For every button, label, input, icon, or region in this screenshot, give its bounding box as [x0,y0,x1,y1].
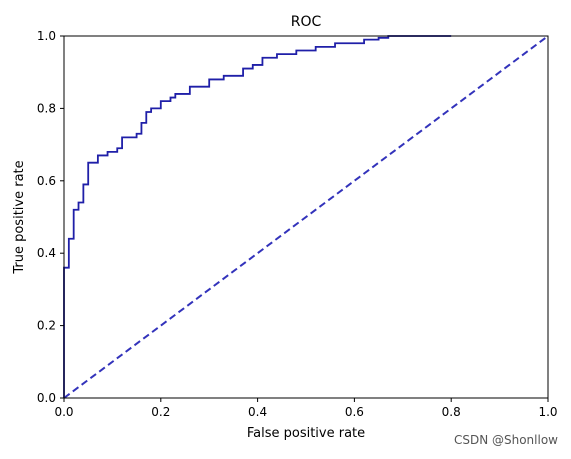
chart-title: ROC [291,14,322,30]
watermark: CSDN @Shonllow [453,433,558,447]
plot-frame [63,35,549,399]
x-tick-label: 0.0 [54,405,73,419]
y-tick-label: 0.2 [37,319,56,333]
x-tick-label: 1.0 [538,405,557,419]
x-axis-ticks: 0.0 0.2 0.4 0.6 0.8 1.0 [54,398,558,419]
x-tick-label: 0.2 [151,405,170,419]
roc-curve-line [63,35,452,398]
y-tick-label: 0.6 [37,174,56,188]
y-tick-label: 1.0 [37,29,56,43]
y-tick-label: 0.4 [37,246,56,260]
y-tick-label: 0.0 [37,391,56,405]
y-axis-label: True positive rate [12,160,27,274]
diagonal-reference-line [63,35,549,399]
x-tick-label: 0.6 [345,405,364,419]
y-tick-label: 0.8 [37,101,56,115]
plot-lines [63,35,549,399]
x-axis-label: False positive rate [247,426,365,441]
x-tick-label: 0.4 [248,405,267,419]
y-axis-ticks: 0.0 0.2 0.4 0.6 0.8 1.0 [37,29,64,405]
x-tick-label: 0.8 [442,405,461,419]
